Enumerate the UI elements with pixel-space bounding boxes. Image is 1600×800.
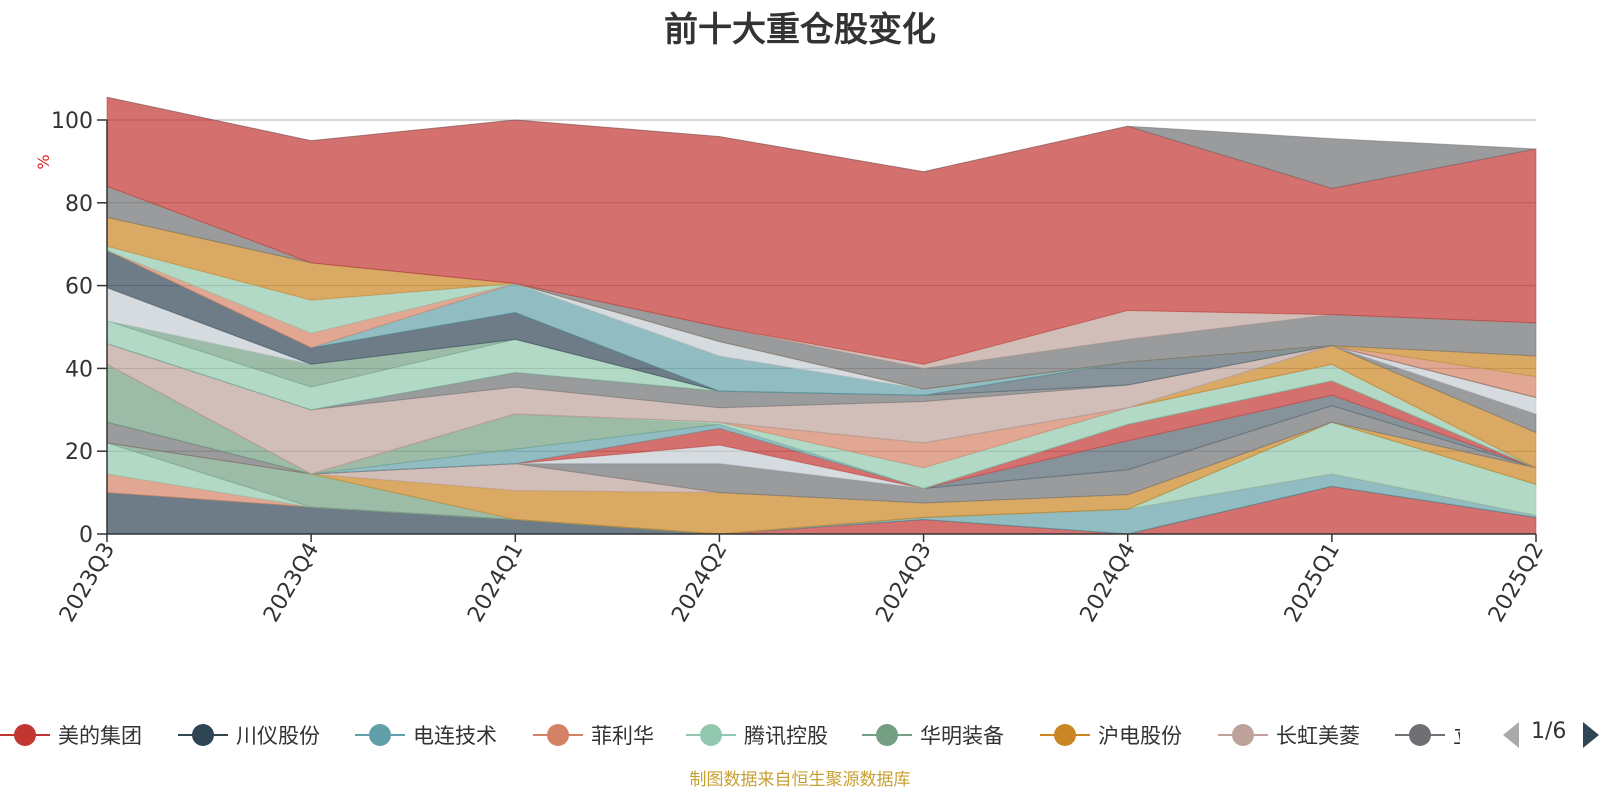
y-tick-label: 100: [51, 109, 93, 134]
legend-marker-icon: [369, 724, 391, 746]
x-tick-label: 2025Q1: [1280, 539, 1345, 627]
legend-label: 电连技术: [413, 724, 497, 748]
legend-label: 立讯精密: [1453, 720, 1460, 750]
legend-label: 华明装备: [920, 724, 1004, 748]
legend-pager: 1/6: [1495, 715, 1600, 755]
y-tick-label: 20: [65, 440, 93, 465]
legend-marker-icon: [1054, 724, 1076, 746]
stacked-area-chart: 0 20 40 60 80 100 2023Q3 2023Q4 2024Q1 2024Q2 2024…: [34, 96, 1549, 627]
y-tick-label: 40: [65, 357, 93, 382]
y-axis-unit-label: %: [34, 154, 53, 169]
legend-label: 川仪股份: [236, 724, 320, 748]
area-series-34[interactable]: [106, 96, 1537, 189]
x-tick-label: 2024Q1: [463, 539, 528, 627]
x-tick-label: 2023Q4: [259, 539, 324, 627]
x-tick-label: 2024Q2: [667, 539, 732, 627]
x-tick-label: 2024Q4: [1076, 539, 1141, 627]
x-tick-label: 2025Q2: [1484, 539, 1549, 627]
chart-title: 前十大重仓股变化: [664, 10, 936, 50]
legend: 美的集团 川仪股份 电连技术 菲利华 腾讯控股 华明装备 沪电股份 长虹美菱 立讯精密: [0, 715, 1600, 755]
legend-next-icon[interactable]: [1583, 722, 1599, 748]
y-tick-label: 80: [65, 192, 93, 217]
legend-marker-icon: [1232, 724, 1254, 746]
legend-label: 腾讯控股: [744, 724, 828, 748]
legend-label: 沪电股份: [1098, 724, 1182, 748]
data-source-note: 制图数据来自恒生聚源数据库: [689, 770, 911, 790]
legend-label: 长虹美菱: [1276, 724, 1360, 748]
x-tick-label: 2024Q3: [871, 539, 936, 627]
legend-marker-icon: [192, 724, 214, 746]
legend-label: 菲利华: [591, 724, 654, 748]
area-series[interactable]: [106, 96, 1537, 535]
legend-items: 美的集团 川仪股份 电连技术 菲利华 腾讯控股 华明装备 沪电股份 长虹美菱 立讯精密: [0, 715, 1460, 755]
y-tick-label: 60: [65, 275, 93, 300]
y-tick-label: 0: [79, 523, 93, 548]
x-tick-label: 2023Q3: [55, 539, 120, 627]
legend-prev-icon[interactable]: [1503, 722, 1519, 748]
legend-marker-icon: [876, 724, 898, 746]
legend-marker-icon: [700, 724, 722, 746]
legend-marker-icon: [1409, 724, 1431, 746]
legend-marker-icon: [547, 724, 569, 746]
legend-label: 美的集团: [58, 724, 142, 748]
legend-page-indicator: 1/6: [1531, 719, 1567, 744]
legend-marker-icon: [14, 724, 36, 746]
